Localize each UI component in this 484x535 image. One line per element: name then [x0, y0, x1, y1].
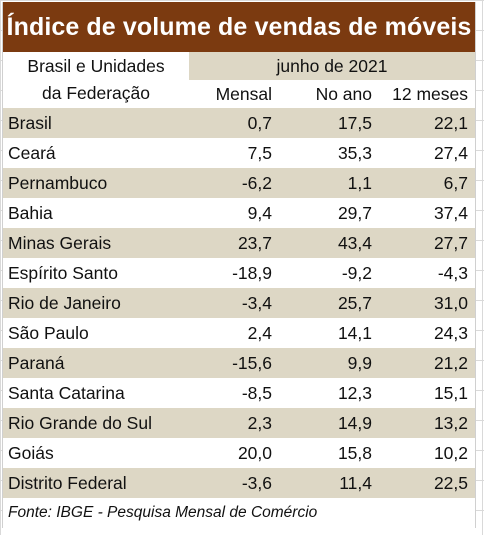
no-ano-value-cell: 12,3 — [337, 382, 372, 403]
12-meses-value-cell: -4,3 — [437, 262, 468, 283]
table-row: Bahia 9,4 29,7 37,4 — [3, 198, 475, 228]
no-ano-value-cell: -9,2 — [341, 262, 372, 283]
no-ano-value-cell: 11,4 — [339, 472, 372, 493]
no-ano-value-cell: 35,3 — [337, 142, 372, 163]
no-ano-value-cell: 43,4 — [337, 232, 372, 253]
region-name-cell: São Paulo — [8, 322, 89, 343]
mensal-value-cell: 7,5 — [247, 142, 272, 163]
column-header-mensal: Mensal — [215, 83, 272, 104]
table-row: Ceará 7,5 35,3 27,4 — [3, 138, 475, 168]
12-meses-value-cell: 15,1 — [433, 382, 468, 403]
region-name-cell: Rio Grande do Sul — [8, 412, 152, 433]
region-name-cell: Minas Gerais — [8, 232, 112, 253]
region-header: Brasil e Unidades da Federação — [3, 52, 189, 108]
12-meses-value-cell: 24,3 — [433, 322, 468, 343]
mensal-value-cell: 23,7 — [237, 232, 272, 253]
no-ano-value-cell: 15,8 — [337, 442, 372, 463]
12-meses-value-cell: 27,7 — [433, 232, 468, 253]
12-meses-value-cell: 13,2 — [433, 412, 468, 433]
no-ano-value-cell: 14,1 — [337, 322, 372, 343]
region-name-cell: Ceará — [8, 142, 56, 163]
region-name-cell: Paraná — [8, 352, 65, 373]
mensal-value-cell: -3,4 — [241, 292, 272, 313]
region-name-cell: Espírito Santo — [8, 262, 118, 283]
column-header-12-meses: 12 meses — [392, 83, 468, 104]
no-ano-value-cell: 14,9 — [337, 412, 372, 433]
region-name-cell: Goiás — [8, 442, 54, 463]
mensal-value-cell: -3,6 — [241, 472, 272, 493]
table-row: São Paulo 2,4 14,1 24,3 — [3, 318, 475, 348]
mensal-value-cell: -6,2 — [241, 172, 272, 193]
table-row: Paraná -15,6 9,9 21,2 — [3, 348, 475, 378]
mensal-value-cell: -18,9 — [232, 262, 272, 283]
12-meses-value-cell: 21,2 — [433, 352, 468, 373]
region-header-line2: da Federação — [42, 83, 150, 103]
region-name-cell: Distrito Federal — [8, 472, 127, 493]
period-header: junho de 2021 — [189, 52, 475, 80]
table-title: Índice de volume de vendas de móveis — [3, 2, 475, 52]
table-row: Goiás 20,0 15,8 10,2 — [3, 438, 475, 468]
mensal-value-cell: 20,0 — [237, 442, 272, 463]
region-header-line1: Brasil e Unidades — [27, 56, 165, 76]
12-meses-value-cell: 27,4 — [433, 142, 468, 163]
12-meses-value-cell: 22,1 — [433, 112, 468, 133]
table-row: Pernambuco -6,2 1,1 6,7 — [3, 168, 475, 198]
mensal-value-cell: -15,6 — [232, 352, 272, 373]
no-ano-value-cell: 29,7 — [337, 202, 372, 223]
column-header-no-ano: No ano — [315, 83, 372, 104]
mensal-value-cell: -8,5 — [241, 382, 272, 403]
no-ano-value-cell: 25,7 — [337, 292, 372, 313]
no-ano-value-cell: 17,5 — [337, 112, 372, 133]
region-name-cell: Rio de Janeiro — [8, 292, 121, 313]
table-row: Brasil 0,7 17,5 22,1 — [3, 108, 475, 138]
no-ano-value-cell: 1,1 — [347, 172, 372, 193]
table-row: Espírito Santo -18,9 -9,2 -4,3 — [3, 258, 475, 288]
table-row: Rio Grande do Sul 2,3 14,9 13,2 — [3, 408, 475, 438]
table-row: Rio de Janeiro -3,4 25,7 31,0 — [3, 288, 475, 318]
region-name-cell: Santa Catarina — [8, 382, 125, 403]
mensal-value-cell: 2,3 — [247, 412, 272, 433]
source-note: Fonte: IBGE - Pesquisa Mensal de Comérci… — [3, 498, 475, 528]
mensal-value-cell: 0,7 — [247, 112, 272, 133]
12-meses-value-cell: 22,5 — [433, 472, 468, 493]
table-row: Minas Gerais 23,7 43,4 27,7 — [3, 228, 475, 258]
table-row: Distrito Federal -3,6 11,4 22,5 — [3, 468, 475, 498]
region-name-cell: Brasil — [8, 112, 52, 133]
table-body: Brasil 0,7 17,5 22,1 Ceará 7,5 35,3 27,4 Pernamb… — [3, 108, 475, 498]
12-meses-value-cell: 37,4 — [433, 202, 468, 223]
12-meses-value-cell: 10,2 — [433, 442, 468, 463]
12-meses-value-cell: 6,7 — [443, 172, 468, 193]
mensal-value-cell: 9,4 — [247, 202, 272, 223]
mensal-value-cell: 2,4 — [247, 322, 272, 343]
column-headers: Mensal No ano 12 meses — [189, 80, 475, 108]
period-header-group: junho de 2021 Mensal No ano 12 meses — [189, 52, 475, 108]
sales-index-table: Índice de volume de vendas de móveis Bra… — [2, 2, 476, 528]
table-row: Santa Catarina -8,5 12,3 15,1 — [3, 378, 475, 408]
table-header: Brasil e Unidades da Federação junho de … — [3, 52, 475, 108]
region-name-cell: Pernambuco — [8, 172, 108, 193]
region-name-cell: Bahia — [8, 202, 53, 223]
no-ano-value-cell: 9,9 — [347, 352, 372, 373]
12-meses-value-cell: 31,0 — [433, 292, 468, 313]
